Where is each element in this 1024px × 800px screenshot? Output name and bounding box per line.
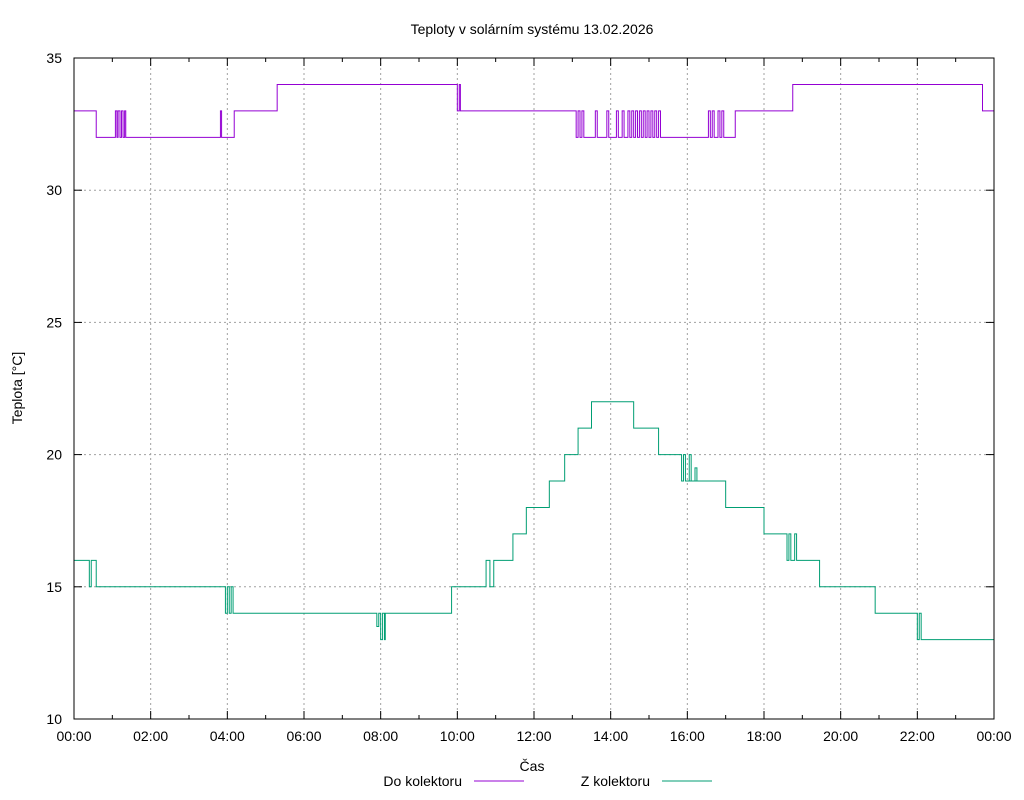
y-tick-label: 25: [46, 314, 62, 330]
x-tick-label: 22:00: [900, 728, 935, 744]
x-tick-label: 20:00: [823, 728, 858, 744]
chart-title: Teploty v solárním systému 13.02.2026: [411, 21, 654, 37]
x-tick-label: 18:00: [746, 728, 781, 744]
grid: [74, 58, 994, 719]
x-tick-label: 02:00: [133, 728, 168, 744]
legend: Do kolektoru Z kolektoru: [383, 773, 712, 789]
y-tick-label: 30: [46, 182, 62, 198]
y-tick-label: 10: [46, 711, 62, 727]
x-tick-label: 12:00: [516, 728, 551, 744]
y-tick-label: 15: [46, 579, 62, 595]
x-tick-label: 10:00: [440, 728, 475, 744]
series-layer: [74, 83, 994, 641]
x-axis-label: Čas: [520, 758, 545, 774]
legend-label-do-kolektoru: Do kolektoru: [383, 773, 462, 789]
x-tick-label: 16:00: [670, 728, 705, 744]
y-tick-label: 35: [46, 50, 62, 66]
series-line-do-kolektoru: [74, 83, 994, 138]
x-tick-label: 00:00: [976, 728, 1011, 744]
x-axis-ticks: 00:00 02:00 04:00 06:00 08:00 10:00 12:00 14:00…: [56, 58, 1012, 744]
y-axis-ticks: 10 15 20 25 30 35: [46, 50, 994, 727]
y-axis-label: Teplota [°C]: [9, 352, 25, 425]
x-tick-label: 08:00: [363, 728, 398, 744]
x-tick-label: 00:00: [56, 728, 91, 744]
legend-label-z-kolektoru: Z kolektoru: [581, 773, 650, 789]
series-line-z-kolektoru: [74, 401, 994, 641]
y-tick-label: 20: [46, 447, 62, 463]
x-tick-label: 04:00: [210, 728, 245, 744]
x-tick-label: 14:00: [593, 728, 628, 744]
x-tick-label: 06:00: [286, 728, 321, 744]
